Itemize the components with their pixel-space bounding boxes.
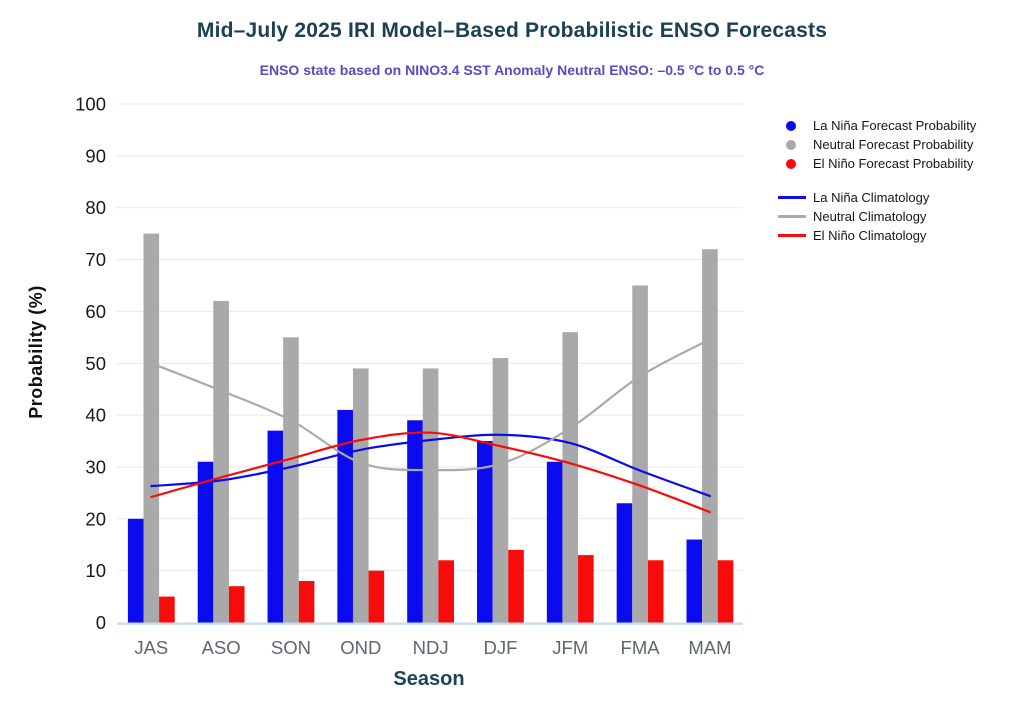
bar-OND-el-nino (368, 570, 385, 623)
x-tick-label-JFM: JFM (552, 637, 588, 658)
legend-dot-icon (786, 120, 796, 131)
x-tick-label-JAS: JAS (134, 637, 168, 658)
y-axis-title: Probability (%) (26, 285, 46, 419)
legend-item: La Niña Climatology (776, 188, 1020, 207)
legend-item: Neutral Forecast Probability (776, 135, 1020, 154)
bar-JAS-el-nino (159, 596, 175, 623)
x-tick-label-DJF: DJF (483, 637, 517, 658)
x-axis-title: Season (393, 668, 465, 690)
legend-item: La Niña Forecast Probability (776, 116, 1020, 135)
y-tick-label-40: 40 (85, 405, 106, 426)
y-tick-label-10: 10 (85, 560, 106, 581)
y-tick-label-100: 100 (75, 94, 106, 115)
legend-label: La Niña Forecast Probability (813, 118, 977, 133)
chart-subtitle: ENSO state based on NINO3.4 SST Anomaly … (259, 62, 765, 78)
legend-label: El Niño Climatology (813, 228, 927, 243)
bar-JFM-neutral (562, 332, 579, 623)
bar-DJF-el-nino (508, 549, 524, 623)
legend: La Niña Forecast Probability Neutral Fore… (776, 116, 1020, 245)
legend-dot-icon (786, 139, 796, 150)
legend-label: El Niño Forecast Probability (813, 156, 974, 171)
bar-MAM-la-nina (686, 539, 703, 623)
legend-dot-icon (786, 158, 796, 169)
legend-item: El Niño Forecast Probability (776, 154, 1020, 173)
bar-ASO-el-nino (228, 586, 245, 623)
y-tick-label-60: 60 (85, 301, 106, 322)
y-tick-label-0: 0 (96, 612, 106, 633)
bar-MAM-neutral (702, 249, 718, 623)
bar-JAS-neutral (143, 233, 160, 623)
la-nina-climatology-line (150, 433, 711, 498)
x-tick-label-SON: SON (271, 637, 311, 658)
bar-SON-la-nina (267, 430, 284, 623)
y-tick-label-20: 20 (85, 508, 106, 529)
bar-FMA-la-nina (616, 503, 633, 623)
bar-JAS-la-nina (127, 518, 144, 623)
bar-JFM-la-nina (546, 461, 563, 623)
legend-line-icon (778, 234, 806, 237)
y-tick-label-70: 70 (85, 249, 106, 270)
bar-NDJ-neutral (422, 368, 439, 623)
bar-SON-el-nino (298, 581, 315, 623)
bar-SON-neutral (283, 337, 299, 623)
chart-title: Mid–July 2025 IRI Model–Based Probabilis… (196, 19, 828, 42)
x-tick-label-FMA: FMA (621, 637, 661, 658)
x-tick-label-OND: OND (340, 637, 381, 658)
legend-item: Neutral Climatology (776, 207, 1020, 226)
neutral-climatology-line (150, 338, 711, 472)
x-tick-label-NDJ: NDJ (413, 637, 449, 658)
y-tick-label-50: 50 (85, 353, 106, 374)
legend-item: El Niño Climatology (776, 226, 1020, 245)
bar-NDJ-el-nino (438, 560, 454, 623)
y-tick-label-90: 90 (85, 145, 106, 166)
bar-DJF-la-nina (477, 441, 493, 623)
bar-ASO-la-nina (197, 461, 214, 623)
legend-label: Neutral Climatology (813, 209, 927, 224)
legend-line-icon (778, 215, 806, 218)
bar-OND-la-nina (337, 409, 353, 623)
bar-JFM-el-nino (578, 555, 594, 623)
bar-OND-neutral (352, 368, 369, 623)
x-tick-label-MAM: MAM (688, 637, 731, 658)
y-tick-label-30: 30 (85, 456, 106, 477)
legend-label: Neutral Forecast Probability (813, 137, 974, 152)
bar-DJF-neutral (492, 358, 509, 623)
bar-FMA-el-nino (647, 560, 664, 623)
bar-ASO-neutral (213, 301, 229, 623)
bar-MAM-el-nino (717, 560, 734, 623)
legend-line-icon (778, 196, 806, 199)
legend-spacer (776, 173, 1020, 188)
bar-FMA-neutral (632, 285, 648, 623)
legend-label: La Niña Climatology (813, 190, 930, 205)
y-tick-label-80: 80 (85, 197, 106, 218)
bar-NDJ-la-nina (407, 420, 423, 623)
el-nino-climatology-line (150, 431, 711, 514)
x-tick-label-ASO: ASO (202, 637, 241, 658)
